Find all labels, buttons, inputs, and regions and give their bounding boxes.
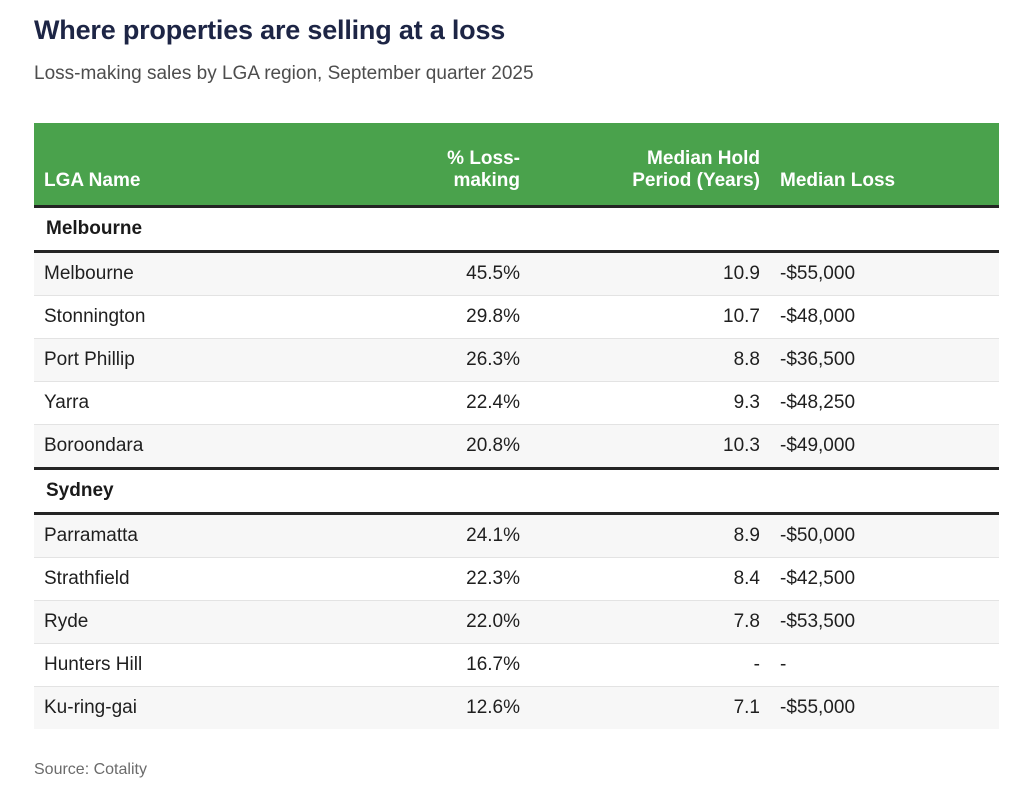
cell-median-hold-years: 10.3: [530, 424, 770, 469]
cell-lga-name: Ku-ring-gai: [34, 686, 380, 729]
cell-median-hold-years: 8.4: [530, 557, 770, 601]
cell-median-loss: -$50,000: [770, 513, 999, 558]
cell-pct-loss-making: 29.8%: [380, 295, 530, 339]
cell-median-hold-years: 8.9: [530, 513, 770, 558]
chart-subtitle: Loss-making sales by LGA region, Septemb…: [34, 63, 534, 84]
table-header-row: LGA Name % Loss-making Median Hold Perio…: [34, 123, 999, 208]
cell-lga-name: Strathfield: [34, 557, 380, 601]
table-row: Melbourne 45.5% 10.9 -$55,000: [34, 251, 999, 296]
table-row: Boroondara 20.8% 10.3 -$49,000: [34, 424, 999, 469]
cell-median-loss: -$36,500: [770, 338, 999, 382]
cell-median-hold-years: 8.8: [530, 338, 770, 382]
cell-median-hold-years: 7.8: [530, 600, 770, 644]
cell-median-hold-years: 10.9: [530, 251, 770, 296]
table-row: Parramatta 24.1% 8.9 -$50,000: [34, 513, 999, 558]
cell-median-loss: -$53,500: [770, 600, 999, 644]
cell-median-loss: -$55,000: [770, 686, 999, 729]
loss-making-table: LGA Name % Loss-making Median Hold Perio…: [34, 123, 999, 729]
cell-median-loss: -$49,000: [770, 424, 999, 469]
section-header-row: Melbourne: [34, 205, 999, 253]
cell-median-loss: -: [770, 643, 999, 687]
cell-pct-loss-making: 22.4%: [380, 381, 530, 425]
cell-pct-loss-making: 26.3%: [380, 338, 530, 382]
cell-pct-loss-making: 22.0%: [380, 600, 530, 644]
table-body: Melbourne Melbourne 45.5% 10.9 -$55,000 Stonn…: [34, 205, 999, 729]
cell-lga-name: Hunters Hill: [34, 643, 380, 687]
section-header-row: Sydney: [34, 467, 999, 515]
cell-pct-loss-making: 12.6%: [380, 686, 530, 729]
cell-pct-loss-making: 22.3%: [380, 557, 530, 601]
cell-pct-loss-making: 24.1%: [380, 513, 530, 558]
table-row: Stonnington 29.8% 10.7 -$48,000: [34, 295, 999, 339]
section-label: Sydney: [34, 467, 999, 515]
cell-median-loss: -$55,000: [770, 251, 999, 296]
cell-lga-name: Yarra: [34, 381, 380, 425]
table-row: Strathfield 22.3% 8.4 -$42,500: [34, 557, 999, 601]
table-row: Port Phillip 26.3% 8.8 -$36,500: [34, 338, 999, 382]
cell-median-loss: -$42,500: [770, 557, 999, 601]
cell-pct-loss-making: 20.8%: [380, 424, 530, 469]
cell-median-loss: -$48,250: [770, 381, 999, 425]
cell-lga-name: Parramatta: [34, 513, 380, 558]
cell-lga-name: Ryde: [34, 600, 380, 644]
section-label: Melbourne: [34, 205, 999, 253]
page-title: Where properties are selling at a loss: [34, 15, 506, 45]
column-header-lga-name: LGA Name: [34, 123, 380, 208]
cell-lga-name: Boroondara: [34, 424, 380, 469]
cell-lga-name: Stonnington: [34, 295, 380, 339]
cell-median-hold-years: 9.3: [530, 381, 770, 425]
table-row: Ryde 22.0% 7.8 -$53,500: [34, 600, 999, 644]
cell-lga-name: Port Phillip: [34, 338, 380, 382]
table-row: Hunters Hill 16.7% - -: [34, 643, 999, 687]
table-row: Yarra 22.4% 9.3 -$48,250: [34, 381, 999, 425]
column-header-median-hold-period: Median Hold Period (Years): [530, 123, 770, 208]
cell-pct-loss-making: 45.5%: [380, 251, 530, 296]
cell-median-hold-years: 7.1: [530, 686, 770, 729]
cell-median-hold-years: 10.7: [530, 295, 770, 339]
source-attribution: Source: Cotality: [34, 761, 147, 778]
cell-median-loss: -$48,000: [770, 295, 999, 339]
cell-lga-name: Melbourne: [34, 251, 380, 296]
cell-pct-loss-making: 16.7%: [380, 643, 530, 687]
table-row: Ku-ring-gai 12.6% 7.1 -$55,000: [34, 686, 999, 729]
cell-median-hold-years: -: [530, 643, 770, 687]
column-header-pct-loss-making: % Loss-making: [380, 123, 530, 208]
table-header: LGA Name % Loss-making Median Hold Perio…: [34, 123, 999, 208]
column-header-median-loss: Median Loss: [770, 123, 999, 208]
